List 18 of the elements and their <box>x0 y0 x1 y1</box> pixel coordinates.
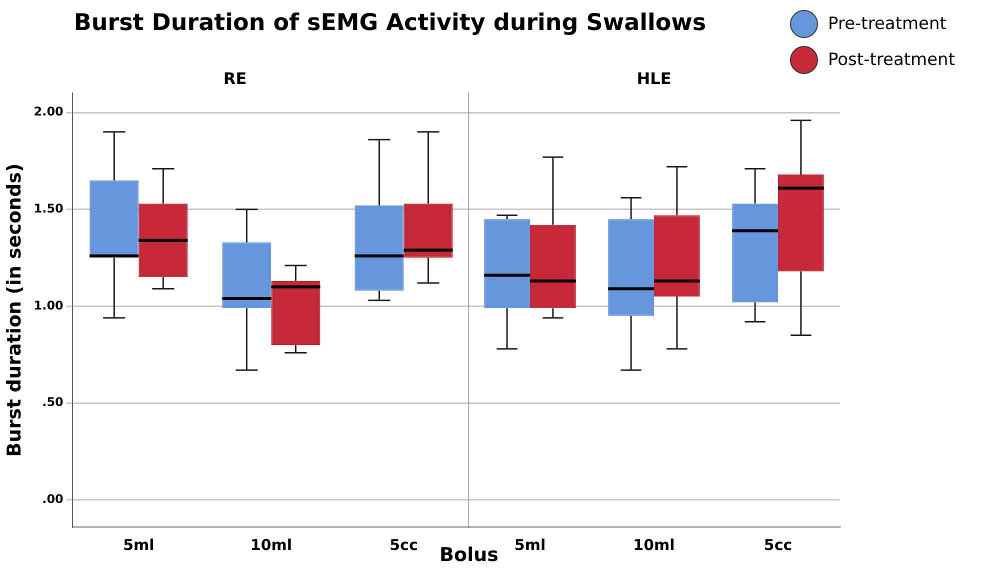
x-tick-label: 10ml <box>633 536 675 554</box>
chart-subtitle: HLE <box>636 68 672 88</box>
x-tick-label: 5ml <box>123 536 154 554</box>
y-tick-label: 2.00 <box>34 104 64 119</box>
y-tick-label: .50 <box>42 395 64 410</box>
legend-label: Post-treatment <box>828 50 955 70</box>
x-tick-label: 5cc <box>764 536 792 554</box>
chart-title: Burst Duration of sEMG Activity during Swallows <box>74 10 706 36</box>
y-tick-label: 1.00 <box>34 298 64 312</box>
y-tick-label: .00 <box>42 492 64 506</box>
x-tick-label: 10ml <box>250 536 292 554</box>
x-axis-title: Bolus <box>440 544 498 566</box>
y-axis-title: Burst duration (in seconds) <box>3 163 26 457</box>
x-tick-label: 5cc <box>390 536 418 554</box>
x-tick-label: 5ml <box>514 536 546 554</box>
y-tick-label: 1.50 <box>34 202 64 216</box>
legend-label: Pre-treatment <box>828 14 946 34</box>
chart-subtitle: RE <box>223 68 247 88</box>
